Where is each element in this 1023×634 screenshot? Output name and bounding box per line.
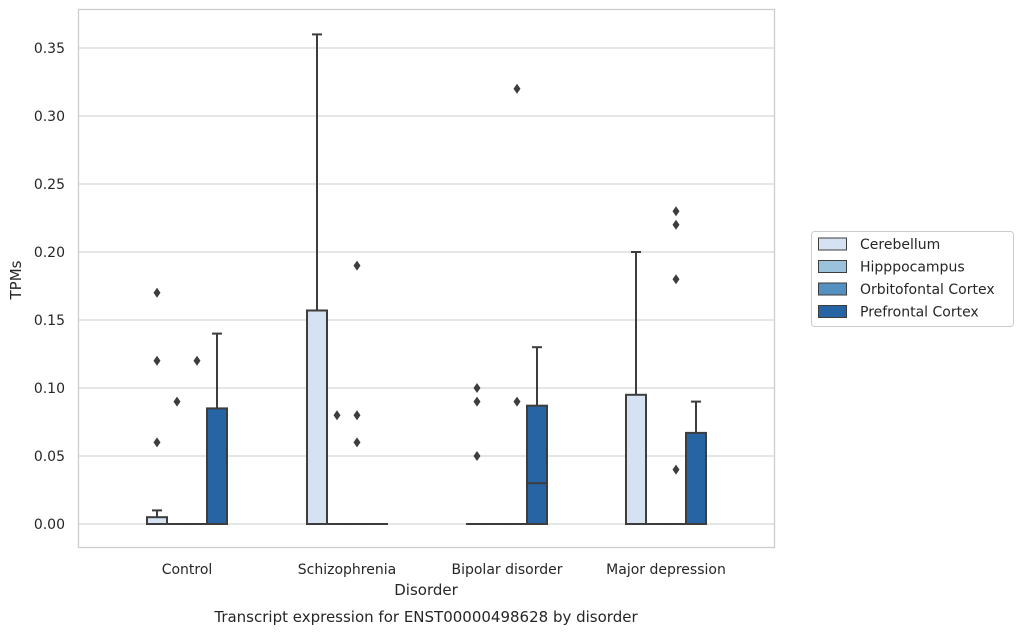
- y-tick-label: 0.15: [34, 313, 65, 329]
- box-prefrontal-cortex: [206, 332, 228, 525]
- outlier-point: [672, 206, 680, 217]
- box-rect: [206, 407, 228, 525]
- x-tick-labels: Control Schizophrenia Bipolar disorder Majo…: [162, 562, 726, 578]
- box-prefrontal-cortex: [685, 400, 707, 526]
- outlier-point: [473, 451, 481, 461]
- box-rect: [685, 431, 707, 526]
- box-rect: [526, 404, 548, 525]
- outlier-point: [473, 383, 481, 393]
- outlier-point: [193, 355, 201, 366]
- outlier-point: [153, 355, 161, 366]
- gridlines: [78, 47, 774, 525]
- legend-entry-label: Prefrontal Cortex: [860, 305, 979, 321]
- y-tick-label: 0.25: [34, 177, 65, 193]
- legend-entry-label: Hipppocampus: [860, 260, 965, 276]
- y-tick-labels: 0.00 0.05 0.10 0.15 0.20 0.25 0.30 0.35: [34, 41, 65, 533]
- x-tick-label: Control: [162, 562, 213, 578]
- x-tick-label: Major depression: [606, 562, 726, 578]
- legend: Cerebellum Hipppocampus Orbitofontal Corte…: [811, 231, 1014, 327]
- box-orbitofontal-cortex: [506, 83, 528, 526]
- outlier-point: [173, 396, 181, 407]
- x-tick-label: Bipolar disorder: [451, 562, 562, 578]
- outlier-point: [153, 287, 161, 298]
- outlier-point: [353, 260, 361, 271]
- y-axis-label: TPMs: [7, 260, 25, 300]
- box-orbitofontal-cortex: [346, 260, 368, 526]
- outlier-point: [473, 396, 481, 407]
- boxes: [146, 33, 707, 526]
- outlier-point: [353, 437, 361, 448]
- y-tick-label: 0.05: [34, 449, 65, 465]
- x-tick-label: Schizophrenia: [298, 562, 396, 578]
- legend-swatch: [818, 237, 847, 251]
- outlier-point: [672, 464, 680, 475]
- box-rect: [625, 393, 647, 525]
- legend-swatch: [818, 260, 847, 273]
- box-cerebellum: [466, 383, 488, 526]
- outlier-point: [513, 396, 521, 407]
- chart-caption: Transcript expression for ENST0000049862…: [213, 608, 638, 626]
- outlier-point: [353, 410, 361, 421]
- box-hipppocampus: [326, 410, 348, 526]
- box-prefrontal-cortex: [526, 346, 548, 525]
- outlier-point: [333, 410, 341, 421]
- outlier-point: [672, 219, 680, 230]
- plot-frame: [77, 8, 776, 549]
- y-tick-label: 0.30: [34, 109, 65, 125]
- outlier-point: [672, 274, 680, 285]
- x-axis-label: Disorder: [394, 581, 458, 599]
- y-tick-label: 0.10: [34, 381, 65, 397]
- legend-entry-label: Orbitofontal Cortex: [860, 282, 995, 298]
- outlier-point: [513, 83, 521, 94]
- box-cerebellum: [625, 251, 647, 525]
- legend-swatch: [818, 282, 847, 296]
- box-orbitofontal-cortex: [665, 206, 687, 526]
- box-cerebellum: [146, 287, 168, 526]
- legend-frame: [811, 231, 1014, 327]
- legend-entry-label: Cerebellum: [860, 237, 940, 253]
- y-tick-label: 0.35: [34, 41, 65, 57]
- legend-swatch: [818, 305, 847, 318]
- box-rect: [306, 309, 328, 526]
- box-orbitofontal-cortex: [186, 355, 208, 526]
- y-tick-label: 0.20: [34, 245, 65, 261]
- box-hipppocampus: [166, 396, 188, 526]
- box-cerebellum: [306, 33, 328, 526]
- outlier-point: [153, 437, 161, 448]
- box-rect: [146, 516, 168, 526]
- y-tick-label: 0.00: [34, 517, 65, 533]
